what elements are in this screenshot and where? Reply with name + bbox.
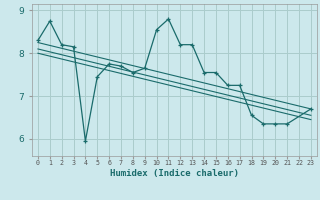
X-axis label: Humidex (Indice chaleur): Humidex (Indice chaleur) bbox=[110, 169, 239, 178]
